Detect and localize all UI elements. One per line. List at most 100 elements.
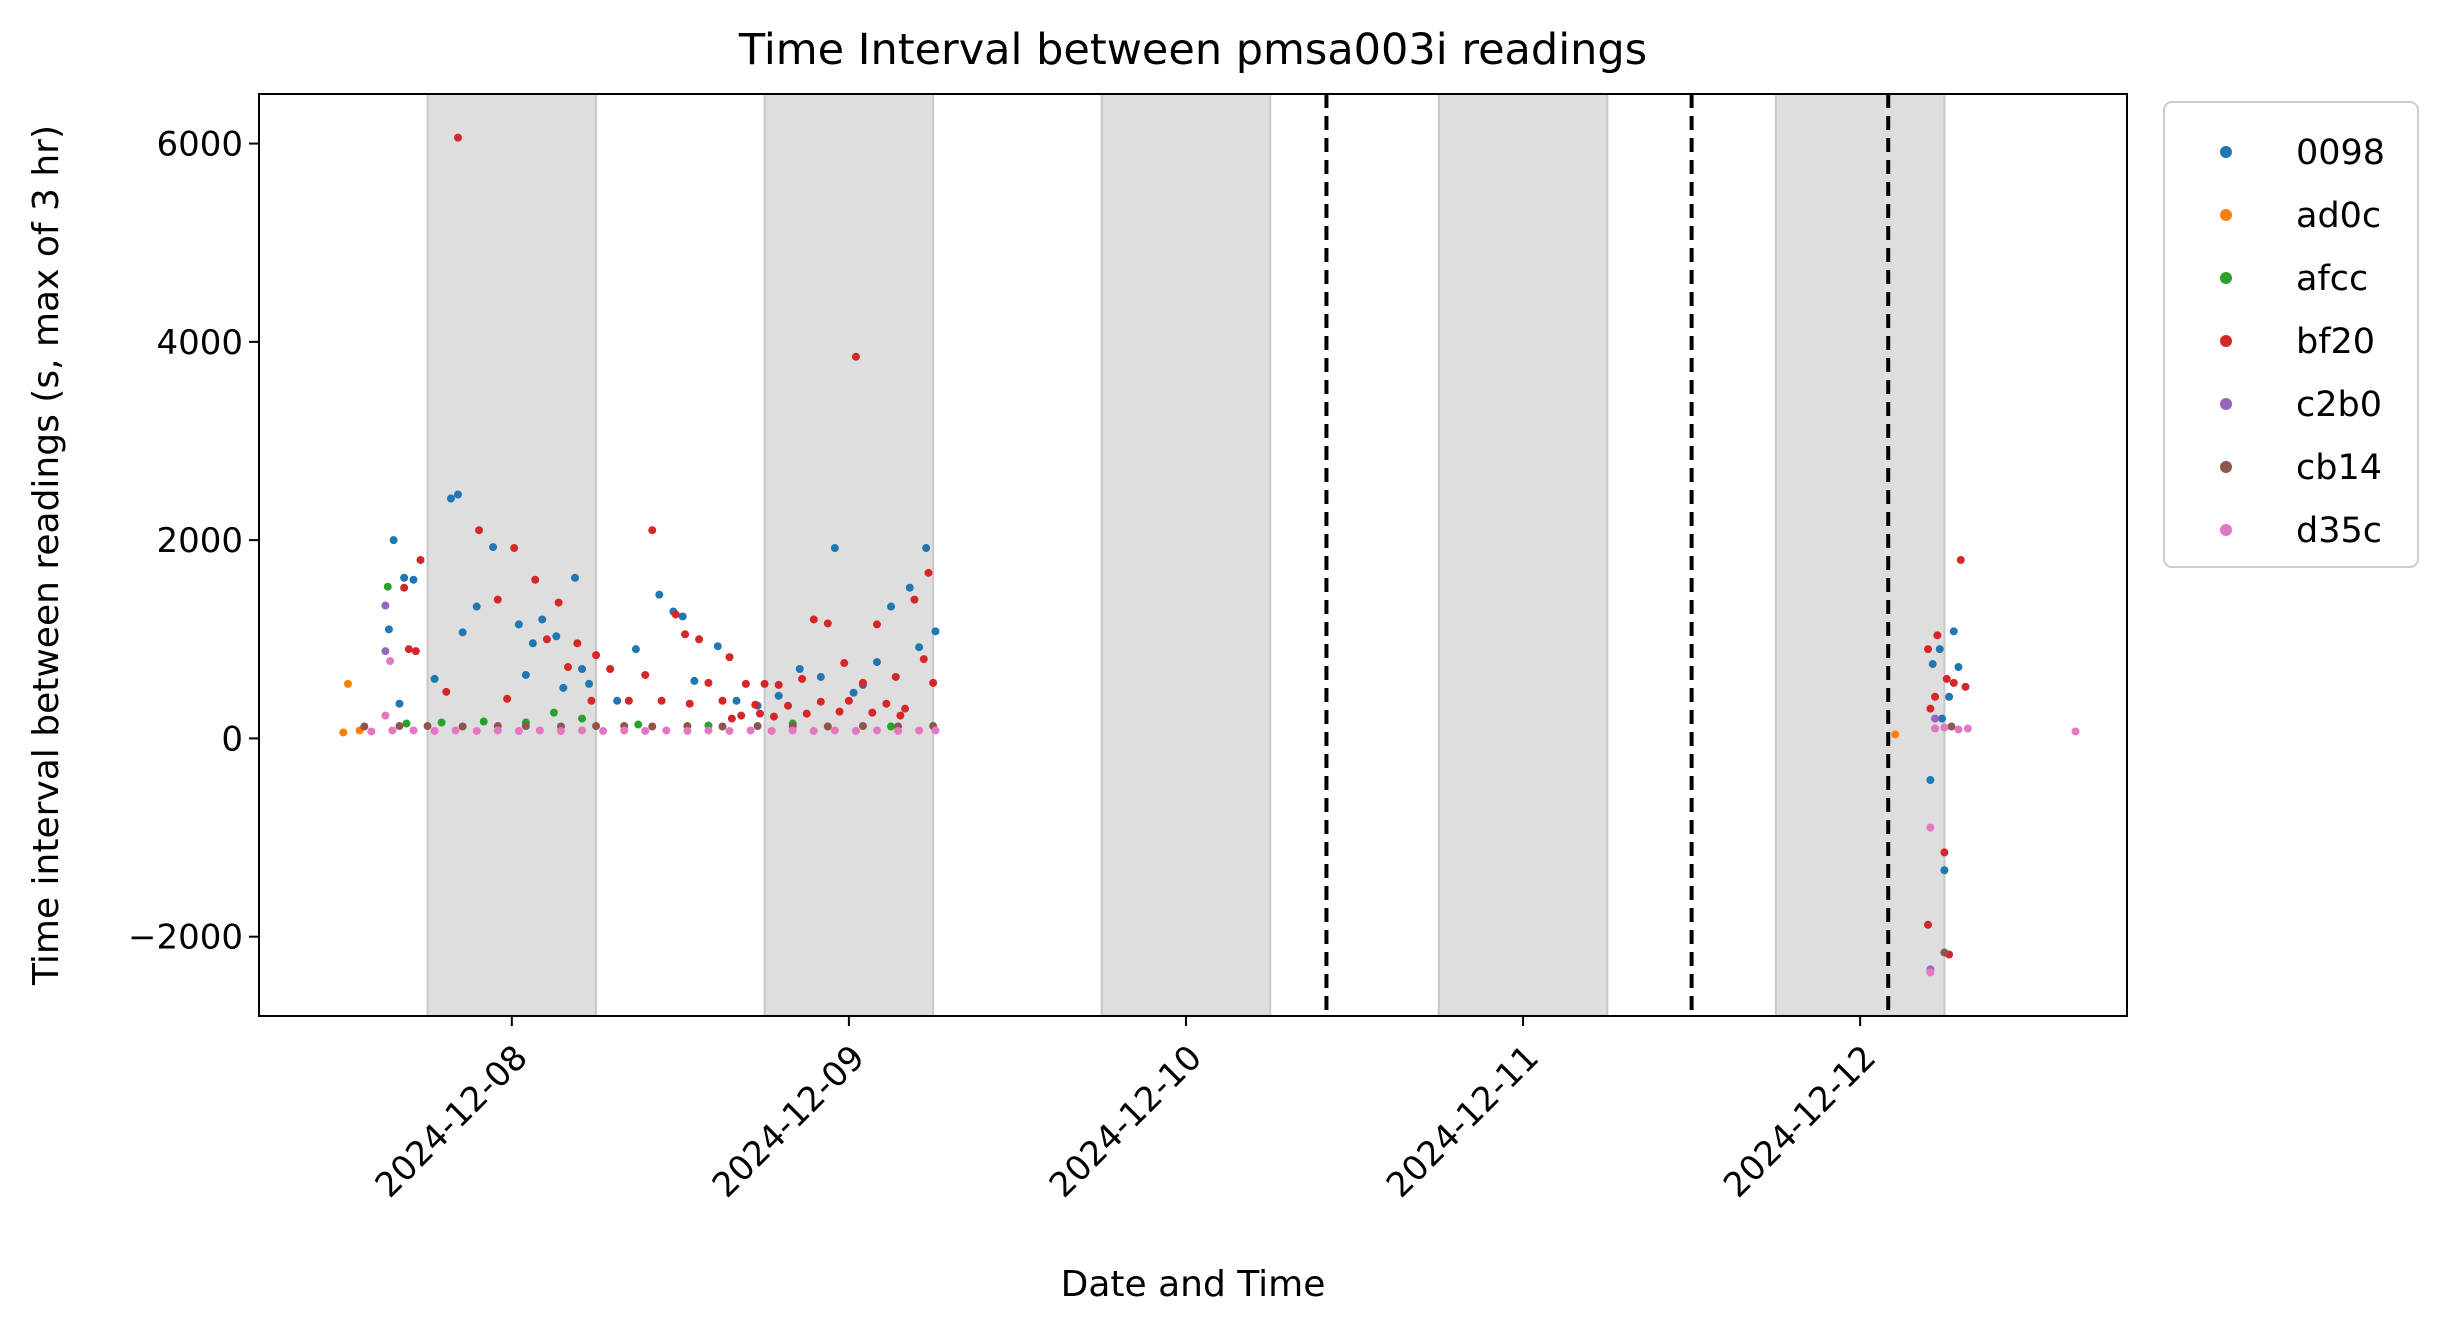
data-point: [751, 700, 760, 709]
legend-items: 0098 ad0c afcc bf20 c2b0 cb14 d35c: [2220, 133, 2385, 551]
data-point: [578, 726, 587, 735]
data-point: [1940, 723, 1949, 732]
data-point: [849, 688, 858, 697]
data-point: [809, 615, 818, 624]
data-point: [887, 602, 896, 611]
legend-marker: [2220, 461, 2232, 473]
legend-label: cb14: [2296, 448, 2382, 488]
data-point: [1935, 645, 1944, 654]
data-point: [416, 555, 425, 564]
data-point: [453, 490, 462, 499]
data-point: [2071, 727, 2080, 736]
series-cb14: [360, 722, 1956, 957]
data-point: [915, 643, 924, 652]
night-band: [763, 93, 935, 1017]
data-point: [788, 726, 797, 735]
data-point: [535, 726, 544, 735]
data-point: [851, 726, 860, 735]
legend-label: 0098: [2296, 133, 2385, 173]
series-bf20: [400, 133, 1970, 959]
data-point: [514, 726, 523, 735]
legend-marker: [2220, 272, 2232, 284]
data-point: [442, 687, 451, 696]
data-point: [795, 665, 804, 674]
data-point: [690, 676, 699, 685]
data-point: [725, 726, 734, 735]
data-point: [840, 659, 849, 668]
data-point: [381, 601, 390, 610]
data-point: [571, 573, 580, 582]
data-point: [816, 672, 825, 681]
data-point: [514, 620, 523, 629]
data-point: [549, 708, 558, 717]
data-point: [587, 696, 596, 705]
data-point: [858, 678, 867, 687]
legend-label: c2b0: [2296, 385, 2382, 425]
data-point: [641, 726, 650, 735]
data-point: [924, 568, 933, 577]
data-point: [624, 696, 633, 705]
data-point: [905, 583, 914, 592]
data-point: [1947, 722, 1956, 731]
data-point: [767, 726, 776, 735]
data-point: [704, 726, 713, 735]
data-point: [395, 699, 404, 708]
data-point: [1928, 660, 1937, 669]
series-d35c: [367, 657, 2080, 977]
data-point: [713, 642, 722, 651]
data-point: [1949, 678, 1958, 687]
data-point: [400, 583, 409, 592]
data-point: [451, 726, 460, 735]
data-point: [882, 699, 891, 708]
y-tick-label: 6000: [156, 125, 243, 165]
data-point: [641, 670, 650, 679]
data-point: [384, 625, 393, 634]
data-point: [367, 727, 376, 736]
data-point: [554, 598, 563, 607]
data-point: [1949, 627, 1958, 636]
data-point: [809, 726, 818, 735]
y-tick-label: 4000: [156, 323, 243, 363]
data-point: [1940, 848, 1949, 857]
data-point: [872, 620, 881, 629]
data-point: [648, 722, 657, 731]
data-point: [774, 680, 783, 689]
data-point: [802, 709, 811, 718]
data-point: [585, 679, 594, 688]
data-point: [798, 674, 807, 683]
data-point: [727, 714, 736, 723]
data-point: [737, 711, 746, 720]
data-point: [1933, 631, 1942, 640]
data-point: [931, 726, 940, 735]
data-point: [872, 726, 881, 735]
data-point: [823, 722, 832, 731]
data-point: [901, 704, 910, 713]
data-point: [681, 630, 690, 639]
data-point: [887, 722, 896, 731]
data-point: [704, 678, 713, 687]
data-point: [718, 722, 727, 731]
data-point: [510, 544, 519, 553]
data-point: [409, 575, 418, 584]
data-point: [648, 526, 657, 535]
data-point: [695, 635, 704, 644]
data-point: [395, 722, 404, 731]
data-point: [521, 670, 530, 679]
data-point: [404, 645, 413, 654]
data-point: [919, 655, 928, 664]
data-point: [718, 696, 727, 705]
data-point: [531, 575, 540, 584]
data-point: [1926, 776, 1935, 785]
data-point: [671, 610, 680, 619]
y-axis-label: Time interval between readings (s, max o…: [26, 125, 67, 986]
data-point: [746, 726, 755, 735]
data-point: [1926, 968, 1935, 977]
data-point: [858, 722, 867, 731]
night-band: [426, 93, 598, 1017]
data-point: [1961, 682, 1970, 691]
data-point: [437, 718, 446, 727]
data-point: [606, 665, 615, 674]
data-point: [453, 133, 462, 142]
data-point: [835, 707, 844, 716]
data-point: [1931, 724, 1940, 733]
